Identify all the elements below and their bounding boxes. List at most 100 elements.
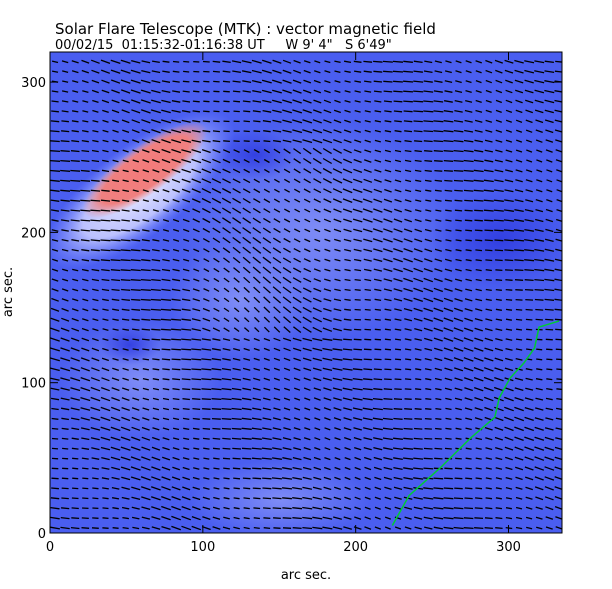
field-vector xyxy=(131,309,140,310)
field-vector xyxy=(475,240,482,241)
field-vector xyxy=(394,409,403,410)
field-vector xyxy=(375,339,381,340)
field-vector xyxy=(92,528,99,529)
field-vector xyxy=(62,488,69,489)
field-vector xyxy=(191,349,201,350)
field-vector xyxy=(403,91,413,92)
field-vector xyxy=(101,220,111,221)
field-vector xyxy=(171,329,181,330)
field-vector xyxy=(414,131,423,132)
field-vector xyxy=(404,121,412,122)
field-vector xyxy=(201,369,211,370)
field-vector xyxy=(394,121,402,122)
field-vector xyxy=(121,280,130,281)
field-vector xyxy=(193,428,200,429)
field-vector xyxy=(355,280,361,281)
field-vector xyxy=(161,329,171,330)
field-vector xyxy=(183,81,190,82)
field-vector xyxy=(161,339,170,340)
field-vector xyxy=(232,419,242,420)
field-vector xyxy=(425,171,432,172)
field-vector xyxy=(394,101,403,102)
field-vector xyxy=(535,290,544,291)
field-vector xyxy=(223,71,231,72)
field-vector xyxy=(445,210,452,211)
field-vector xyxy=(72,498,79,499)
field-vector xyxy=(384,399,393,400)
field-vector xyxy=(293,528,302,529)
field-vector xyxy=(222,409,232,410)
field-vector xyxy=(111,280,120,281)
field-vector xyxy=(444,181,452,182)
dark-region xyxy=(100,325,160,365)
field-vector xyxy=(101,240,111,241)
field-vector xyxy=(486,290,492,291)
field-vector xyxy=(455,230,461,231)
field-vector xyxy=(424,468,434,469)
field-vector xyxy=(212,429,220,430)
field-vector xyxy=(415,161,422,162)
field-vector xyxy=(384,91,393,92)
field-vector xyxy=(393,91,402,92)
field-vector xyxy=(414,121,423,122)
field-vector xyxy=(455,468,462,469)
field-vector xyxy=(445,438,451,439)
field-vector xyxy=(142,339,150,340)
field-vector xyxy=(82,478,88,479)
field-vector xyxy=(111,220,120,221)
field-vector xyxy=(61,151,70,152)
field-vector xyxy=(223,81,230,82)
field-vector xyxy=(213,121,219,122)
field-vector xyxy=(374,91,382,92)
field-vector xyxy=(456,240,462,241)
field-vector xyxy=(365,310,371,311)
field-vector xyxy=(526,339,532,340)
field-vector xyxy=(546,329,554,330)
field-vector xyxy=(433,121,443,122)
field-vector xyxy=(203,62,210,63)
field-vector xyxy=(183,399,190,400)
field-vector xyxy=(365,300,371,301)
field-vector xyxy=(464,528,474,529)
field-vector xyxy=(51,488,59,489)
y-tick-label: 0 xyxy=(38,527,46,542)
field-vector xyxy=(344,299,350,300)
field-vector xyxy=(404,111,413,112)
field-vector xyxy=(252,468,261,469)
field-vector xyxy=(413,91,423,92)
field-vector xyxy=(535,310,543,311)
field-vector xyxy=(395,359,401,360)
field-vector xyxy=(82,528,90,529)
field-vector xyxy=(495,240,504,241)
field-vector xyxy=(496,290,502,291)
field-vector xyxy=(213,458,219,459)
field-vector xyxy=(384,379,392,380)
field-vector xyxy=(555,319,564,320)
field-vector xyxy=(151,290,161,291)
field-vector xyxy=(111,240,121,241)
field-vector xyxy=(496,518,503,519)
field-vector xyxy=(374,81,382,82)
field-vector xyxy=(141,309,150,310)
field-vector xyxy=(232,438,241,439)
field-vector xyxy=(151,319,161,320)
chart-subtitle: 00/02/15 01:15:32-01:16:38 UT W 9' 4" S … xyxy=(55,38,392,53)
field-vector xyxy=(61,498,68,499)
field-vector xyxy=(50,171,60,172)
field-vector xyxy=(70,200,80,201)
field-vector xyxy=(403,81,413,82)
field-vector xyxy=(455,478,463,479)
field-vector xyxy=(343,339,352,340)
field-vector xyxy=(404,409,412,410)
field-vector xyxy=(222,399,232,400)
field-vector xyxy=(454,190,463,191)
field-vector xyxy=(445,190,453,191)
field-vector xyxy=(546,349,552,350)
field-vector xyxy=(141,300,151,301)
field-vector xyxy=(121,260,131,261)
field-vector xyxy=(516,310,522,311)
field-vector xyxy=(71,161,80,162)
field-vector xyxy=(504,240,514,241)
field-vector xyxy=(272,498,281,499)
field-vector xyxy=(61,121,69,122)
